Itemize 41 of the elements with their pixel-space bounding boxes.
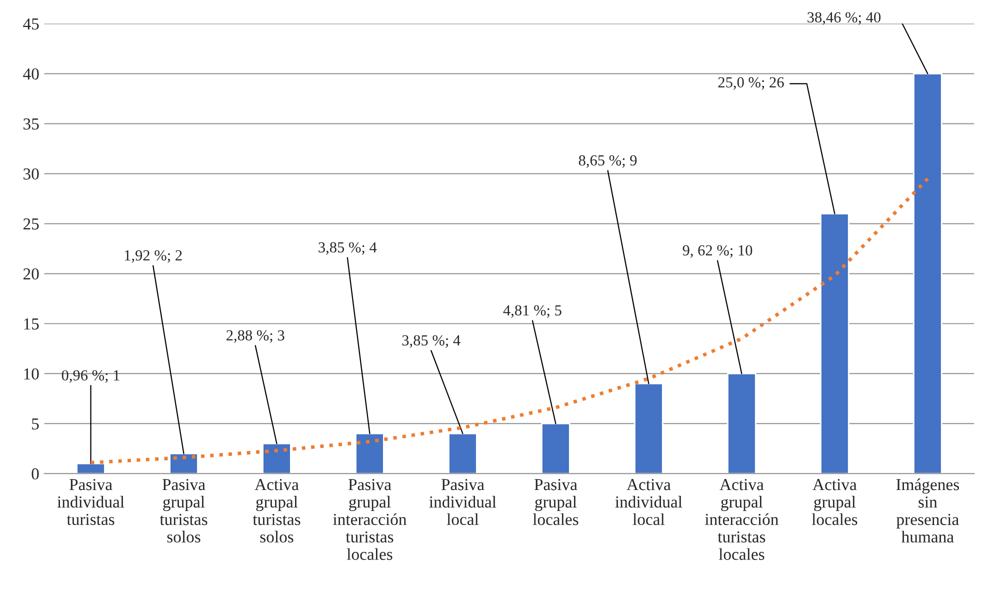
x-tick-label: Activa grupal interacción turistas locales xyxy=(705,478,778,560)
bar xyxy=(727,372,756,474)
x-tick-label: Activa grupal turistas solos xyxy=(252,478,300,543)
data-label: 1,92 %; 2 xyxy=(124,250,182,263)
y-tick-label: 45 xyxy=(23,18,39,30)
y-tick-label: 20 xyxy=(23,268,39,280)
y-tick-label: 30 xyxy=(24,168,39,180)
y-tick-label: 15 xyxy=(24,318,39,330)
y-tick-label: 10 xyxy=(24,368,39,380)
bar xyxy=(169,452,198,474)
x-tick-label: Pasiva grupal locales xyxy=(532,478,578,526)
bar xyxy=(355,432,384,474)
bar xyxy=(541,422,570,474)
data-label: 2,88 %; 3 xyxy=(226,330,284,343)
x-tick-label: Pasiva grupal interacción turistas locales xyxy=(333,478,406,560)
bar xyxy=(448,432,478,474)
y-tick-label: 35 xyxy=(24,118,39,130)
data-label: 25,0 %; 26 xyxy=(718,77,784,90)
y-tick-label: 5 xyxy=(32,418,39,430)
x-tick-label: Pasiva individual turistas xyxy=(57,478,124,526)
x-tick-label: Imágenes sin presencia humana xyxy=(896,478,959,543)
bar xyxy=(634,382,664,474)
x-tick-label: Pasiva grupal turistas solos xyxy=(160,478,208,543)
data-label: 38,46 %; 40 xyxy=(808,12,881,25)
y-tick-label: 25 xyxy=(23,218,39,230)
line-series xyxy=(89,176,930,464)
data-label: 3,85 %; 4 xyxy=(318,242,377,255)
y-tick-label: 40 xyxy=(23,68,39,80)
bar xyxy=(76,462,106,474)
data-label: 9, 62 %; 10 xyxy=(682,245,752,258)
x-tick-label: Activa individual local xyxy=(615,478,682,526)
y-tick-label: 0 xyxy=(32,468,39,480)
data-label: 3,85 %; 4 xyxy=(402,335,460,348)
bar xyxy=(262,442,292,474)
data-label: 0,96 %; 1 xyxy=(62,370,120,383)
bar xyxy=(820,212,850,474)
data-label: 4,81 %; 5 xyxy=(503,305,562,318)
bar xyxy=(913,72,942,474)
x-tick-label: Pasiva individual local xyxy=(429,478,496,526)
data-label: 8,65 %; 9 xyxy=(578,155,637,168)
x-tick-label: Activa grupal locales xyxy=(812,478,858,526)
